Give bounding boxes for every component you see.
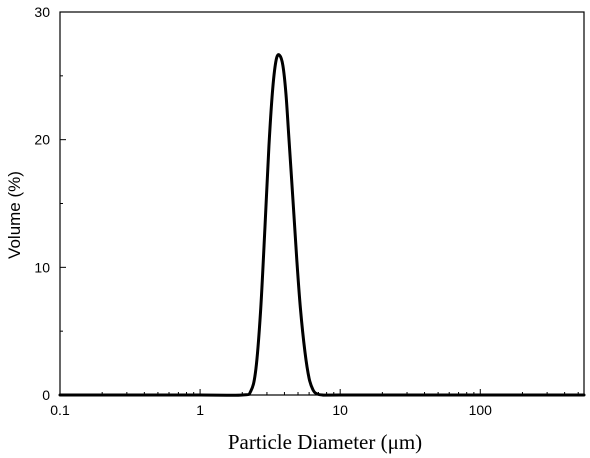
y-tick-label: 30	[34, 4, 50, 20]
tick-labels: 0 10 20 30 0.1 1 10 100	[34, 4, 492, 418]
x-axis-title: Particle Diameter (μm)	[228, 430, 422, 454]
x-tick-label: 10	[332, 402, 348, 418]
x-tick-label: 0.1	[50, 402, 70, 418]
plot-frame	[59, 11, 585, 396]
series-layer	[58, 53, 586, 397]
x-tick-label: 100	[469, 402, 493, 418]
axis-ticks	[59, 11, 579, 396]
y-tick-label: 20	[34, 132, 50, 148]
x-tick-label: 1	[196, 402, 204, 418]
y-tick-label: 10	[34, 259, 50, 275]
series-line	[58, 53, 586, 397]
y-axis-title: Volume (%)	[5, 171, 24, 259]
y-tick-label: 0	[42, 387, 50, 403]
